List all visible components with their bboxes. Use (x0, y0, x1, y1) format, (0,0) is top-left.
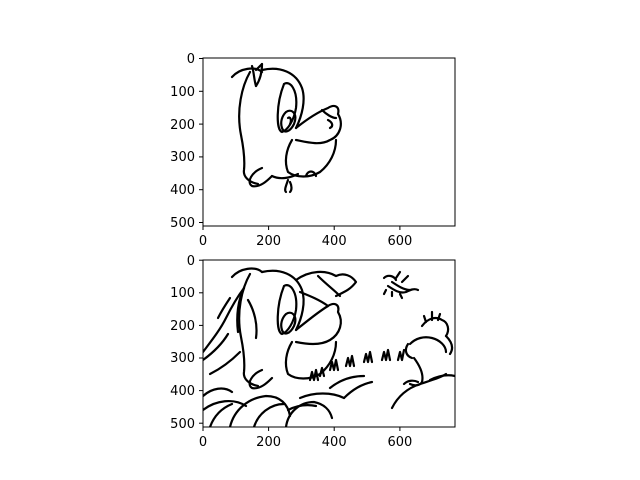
top-y-ticks: 0 100 200 300 400 500 (170, 52, 203, 231)
top-y-tick-label: 300 (170, 150, 195, 165)
top-y-tick-label: 400 (170, 183, 195, 198)
bottom-x-tick-label: 0 (199, 435, 207, 450)
bottom-axes: 0 200 400 600 0 100 200 300 400 500 (170, 254, 456, 450)
bottom-y-tick-label: 500 (170, 417, 195, 432)
top-y-tick-label: 500 (170, 216, 195, 231)
top-x-tick-label: 0 (199, 234, 207, 249)
bottom-x-tick-label: 200 (256, 435, 281, 450)
top-x-tick-label: 400 (322, 234, 347, 249)
top-x-tick-label: 600 (387, 234, 412, 249)
bottom-y-tick-label: 100 (170, 286, 195, 301)
top-y-tick-label: 200 (170, 118, 195, 133)
top-sketch-lines (230, 62, 342, 194)
bottom-y-ticks: 0 100 200 300 400 500 (170, 254, 203, 432)
top-axes-frame (202, 57, 456, 227)
top-axes: 0 200 400 600 0 100 200 300 400 500 (170, 52, 456, 249)
top-y-tick-label: 0 (187, 52, 195, 67)
bottom-y-tick-label: 300 (170, 351, 195, 366)
bottom-sketch-lines (203, 267, 455, 427)
bottom-x-tick-label: 400 (322, 435, 347, 450)
bottom-sketch-image (203, 267, 455, 427)
bottom-x-tick-label: 600 (387, 435, 412, 450)
bottom-x-ticks: 0 200 400 600 (199, 427, 412, 450)
top-x-tick-label: 200 (256, 234, 281, 249)
bottom-y-tick-label: 400 (170, 384, 195, 399)
bottom-y-tick-label: 0 (187, 254, 195, 269)
top-sketch-image (230, 62, 342, 194)
bottom-y-tick-label: 200 (170, 319, 195, 334)
top-y-tick-label: 100 (170, 85, 195, 100)
top-x-ticks: 0 200 400 600 (199, 226, 412, 249)
